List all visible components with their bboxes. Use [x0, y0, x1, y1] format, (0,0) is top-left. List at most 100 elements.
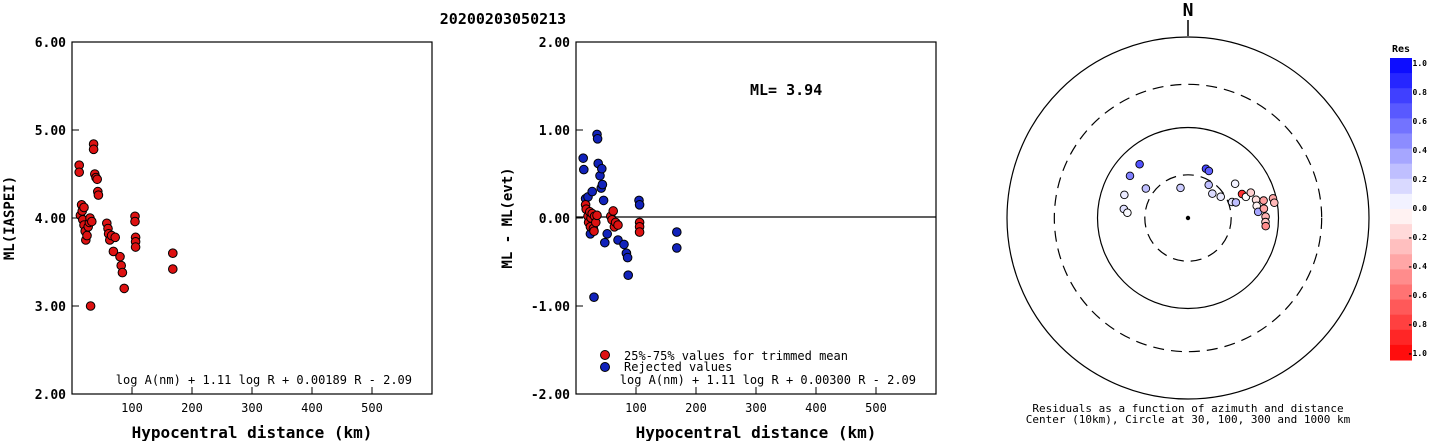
y-tick-label: 6.00 [35, 36, 66, 51]
x-tick-label: 100 [625, 401, 647, 415]
formula-label: log A(nm) + 1.11 log R + 0.00189 R - 2.0… [116, 373, 412, 387]
rejected-point [623, 270, 634, 281]
colorbar-label: 1.0 [1413, 59, 1428, 68]
colorbar-swatch [1390, 178, 1412, 195]
used-point [589, 226, 599, 236]
data-point [115, 251, 125, 262]
station-point [1230, 179, 1240, 189]
y-tick-label: 2.00 [539, 36, 570, 51]
data-point [82, 230, 92, 241]
station-point [1270, 198, 1279, 208]
station-point [1261, 221, 1270, 231]
x-axis-label: Hypocentral distance (km) [132, 423, 373, 441]
panel-azimuth-residuals: N Residuals as a function of azimuth and… [1006, 0, 1370, 426]
caption-line-2: Center (10km), Circle at 30, 100, 300 an… [1026, 413, 1351, 426]
data-points [74, 139, 178, 311]
station-point [1204, 180, 1213, 190]
colorbar-label: -1.0 [1408, 349, 1427, 358]
colorbar-label: 0.6 [1413, 117, 1428, 126]
y-tick-label: 5.00 [35, 124, 66, 139]
data-point [92, 174, 102, 185]
legend-label-rejected: Rejected values [624, 360, 732, 374]
colorbar-swatch [1390, 73, 1412, 89]
colorbar-swatch [1390, 269, 1412, 285]
colorbar-swatch [1390, 148, 1412, 165]
colorbar-swatch [1390, 58, 1412, 74]
ring-300km [1053, 83, 1323, 353]
y-axis-label: ML - ML(evt) [500, 167, 516, 268]
caption-line-1: Residuals as a function of azimuth and d… [1032, 402, 1343, 415]
rejected-point [634, 200, 645, 210]
data-point [87, 216, 97, 227]
rejected-point [672, 243, 682, 253]
used-point [613, 220, 623, 230]
y-tick-label: 1.00 [539, 124, 570, 139]
colorbar-labels: 1.0 0.8 0.6 0.4 0.2 0.0 -0.2 -0.4 -0.6 -0.8 -1.0 [1408, 59, 1427, 358]
x-tick-label: 400 [301, 401, 323, 415]
colorbar-label: 0.4 [1413, 146, 1428, 155]
station-point [1120, 190, 1129, 200]
rejected-point [597, 179, 608, 190]
colorbar-swatch [1390, 224, 1412, 240]
station-point [1176, 183, 1185, 193]
north-label: N [1183, 0, 1194, 21]
rejected-point [578, 153, 589, 163]
data-point [108, 246, 119, 257]
data-point [93, 190, 104, 200]
x-tick-label: 300 [241, 401, 263, 415]
x-axis-label: Hypocentral distance (km) [636, 423, 877, 441]
y-tick-label: 4.00 [35, 212, 66, 227]
data-point [85, 301, 96, 311]
colorbar-swatch [1390, 133, 1412, 150]
colorbar-swatch [1390, 88, 1412, 104]
colorbar-swatch [1390, 314, 1412, 331]
event-id-title: 20200203050213 [440, 10, 566, 28]
legend-marker-used [600, 350, 610, 360]
colorbar-label: 0.0 [1413, 204, 1428, 213]
data-point [130, 242, 141, 252]
distance-rings [1006, 36, 1370, 400]
station-point [1123, 208, 1132, 217]
colorbar-label: -0.4 [1408, 262, 1427, 271]
x-tick-label: 300 [745, 401, 767, 415]
colorbar-swatch [1390, 344, 1412, 361]
panel-ml-residual: 100 200 300 400 500 -2.00 -1.00 0.00 1.00 2.00 M… [500, 36, 937, 441]
y-tick-label: 3.00 [35, 300, 66, 315]
x-ticks: 100 200 300 400 500 [121, 387, 383, 415]
station-point [1231, 198, 1241, 207]
rejected-point [589, 292, 599, 303]
epicenter-marker [1185, 215, 1191, 221]
x-tick-label: 200 [181, 401, 203, 415]
colorbar-label: -0.8 [1408, 320, 1427, 329]
data-point [168, 264, 178, 274]
data-point [130, 216, 140, 227]
rejected-point [592, 134, 603, 144]
rejected-point [597, 163, 607, 174]
legend-label-used: 25%-75% values for trimmed mean [624, 349, 848, 363]
y-tick-label: -1.00 [531, 300, 570, 315]
data-points [578, 129, 682, 303]
colorbar-swatch [1390, 193, 1412, 210]
data-point [74, 167, 84, 178]
colorbar-swatches [1390, 58, 1412, 361]
x-tick-label: 400 [805, 401, 827, 415]
data-point [119, 283, 129, 294]
y-axis-label: ML(IASPEI) [2, 176, 18, 260]
station-residuals [1119, 159, 1279, 231]
x-tick-label: 500 [361, 401, 383, 415]
y-ticks: 2.00 3.00 4.00 5.00 6.00 [35, 36, 79, 403]
colorbar-swatch [1390, 118, 1412, 134]
rejected-point [598, 195, 609, 206]
colorbar-swatch [1390, 329, 1412, 346]
data-point [168, 248, 178, 258]
used-point [592, 210, 602, 221]
station-point [1135, 159, 1144, 169]
used-point [608, 206, 619, 216]
station-point [1259, 196, 1268, 205]
colorbar-label: 0.2 [1413, 175, 1428, 184]
station-point [1141, 184, 1151, 193]
colorbar-label: -0.2 [1408, 233, 1427, 242]
colorbar-label: -0.6 [1408, 291, 1427, 300]
rejected-point [579, 164, 589, 175]
